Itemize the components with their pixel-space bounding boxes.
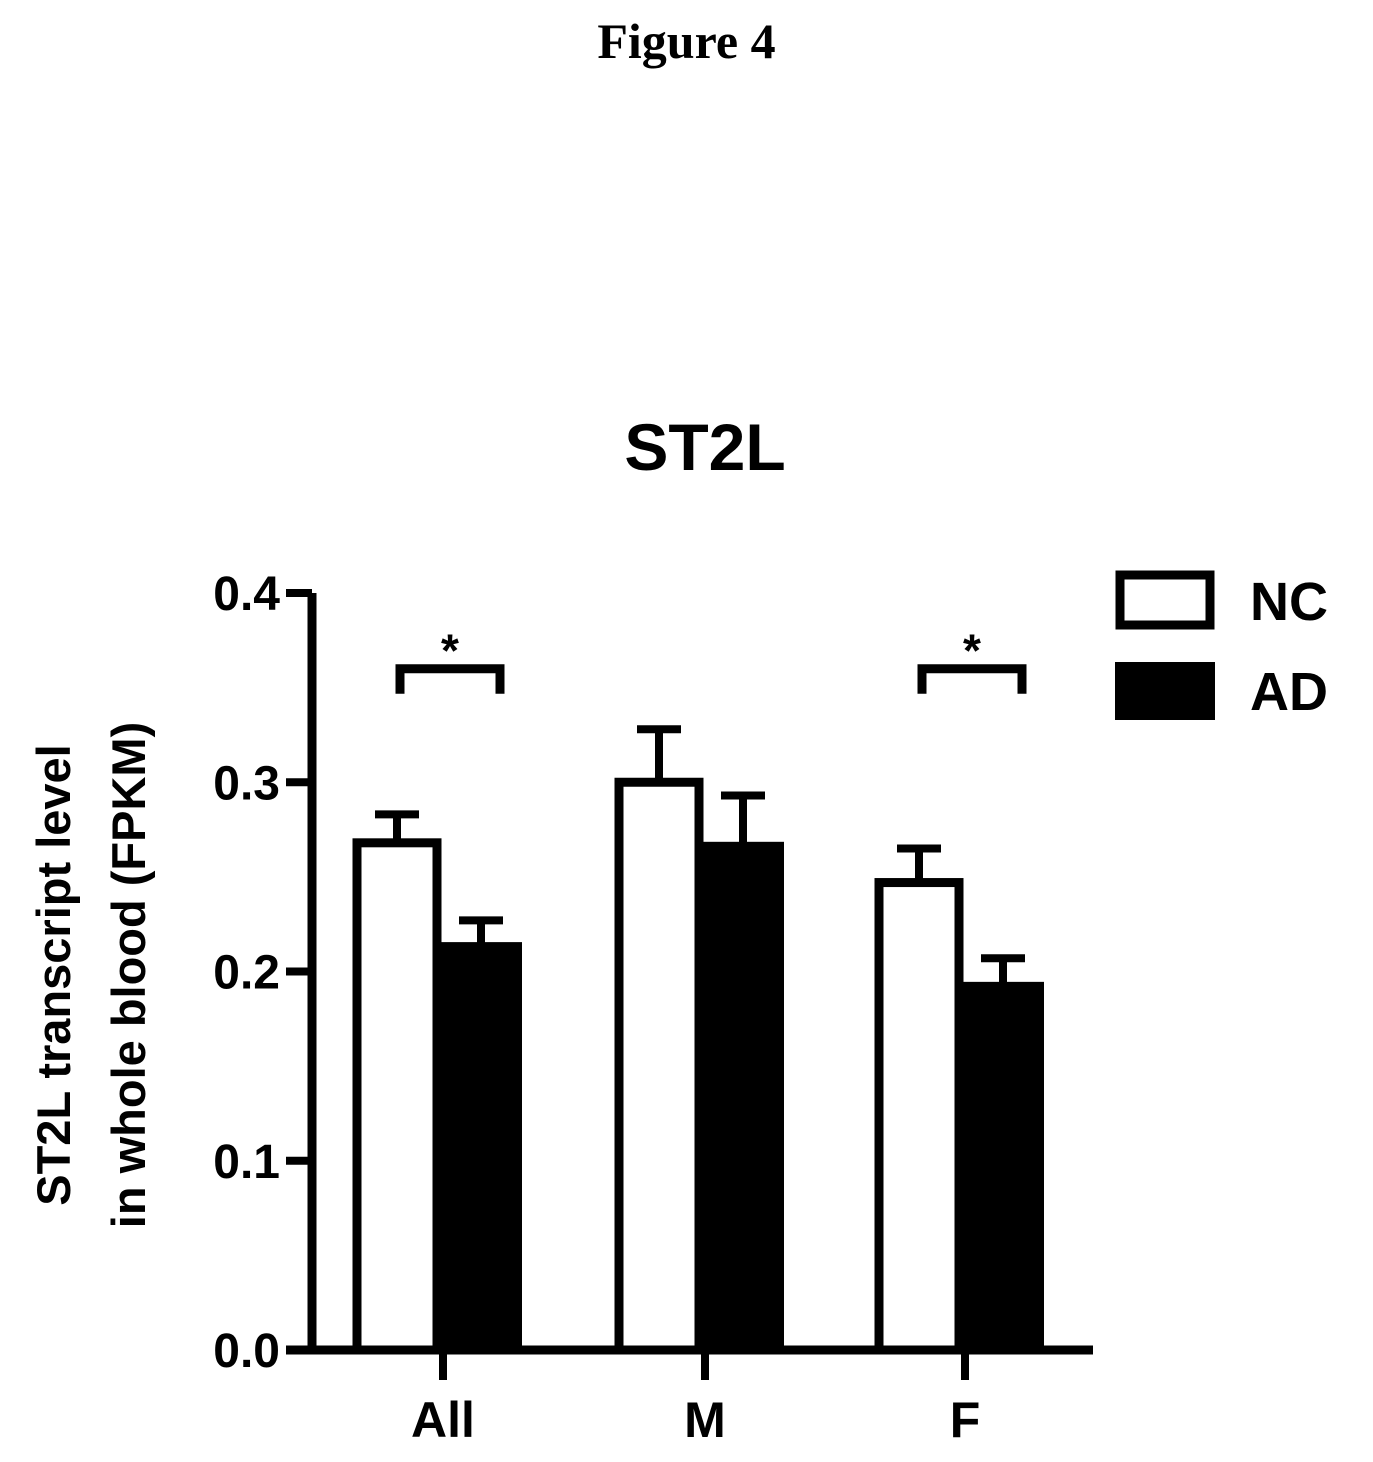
y-tick-label: 0.4 [213, 568, 280, 621]
significance-bracket [917, 664, 1027, 694]
y-tick-label: 0.1 [213, 1136, 280, 1189]
y-tick-label: 0.0 [213, 1325, 280, 1378]
significance-star: * [441, 625, 459, 677]
legend: NC AD [1115, 570, 1328, 722]
y-axis-label: ST2L transcript level in whole blood (FP… [27, 722, 155, 1228]
bar-nc-all [352, 838, 442, 1355]
significance-annotations: * * [395, 625, 1027, 694]
legend-item-ad: AD [1115, 662, 1328, 722]
significance-star: * [963, 625, 981, 677]
significance-bracket [395, 664, 505, 694]
bar-nc-f [874, 878, 964, 1355]
legend-swatch-nc [1115, 570, 1215, 630]
y-axis: 0.0 0.1 0.2 0.3 0.4 [213, 568, 317, 1378]
figure-label: Figure 4 [597, 13, 776, 69]
legend-label-ad: AD [1250, 662, 1328, 722]
y-axis-label-line-1: ST2L transcript level [27, 744, 80, 1206]
bar-ad-m [702, 841, 784, 1351]
x-axis: All M F [286, 1345, 1093, 1448]
bar-nc-m [614, 777, 704, 1355]
x-tick-label: All [411, 1392, 475, 1448]
legend-label-nc: NC [1250, 572, 1328, 632]
bar-ad-f [962, 981, 1044, 1351]
x-tick-label: F [950, 1392, 981, 1448]
y-axis-label-line-2: in whole blood (FPKM) [102, 722, 155, 1228]
x-tick-label: M [684, 1392, 726, 1448]
bar-ad-all [440, 942, 522, 1351]
legend-swatch-ad [1115, 662, 1215, 720]
legend-item-nc: NC [1115, 570, 1328, 632]
bars [352, 725, 1044, 1355]
y-tick-label: 0.2 [213, 947, 280, 1000]
y-tick-label: 0.3 [213, 757, 280, 810]
chart-title: ST2L [624, 410, 785, 484]
